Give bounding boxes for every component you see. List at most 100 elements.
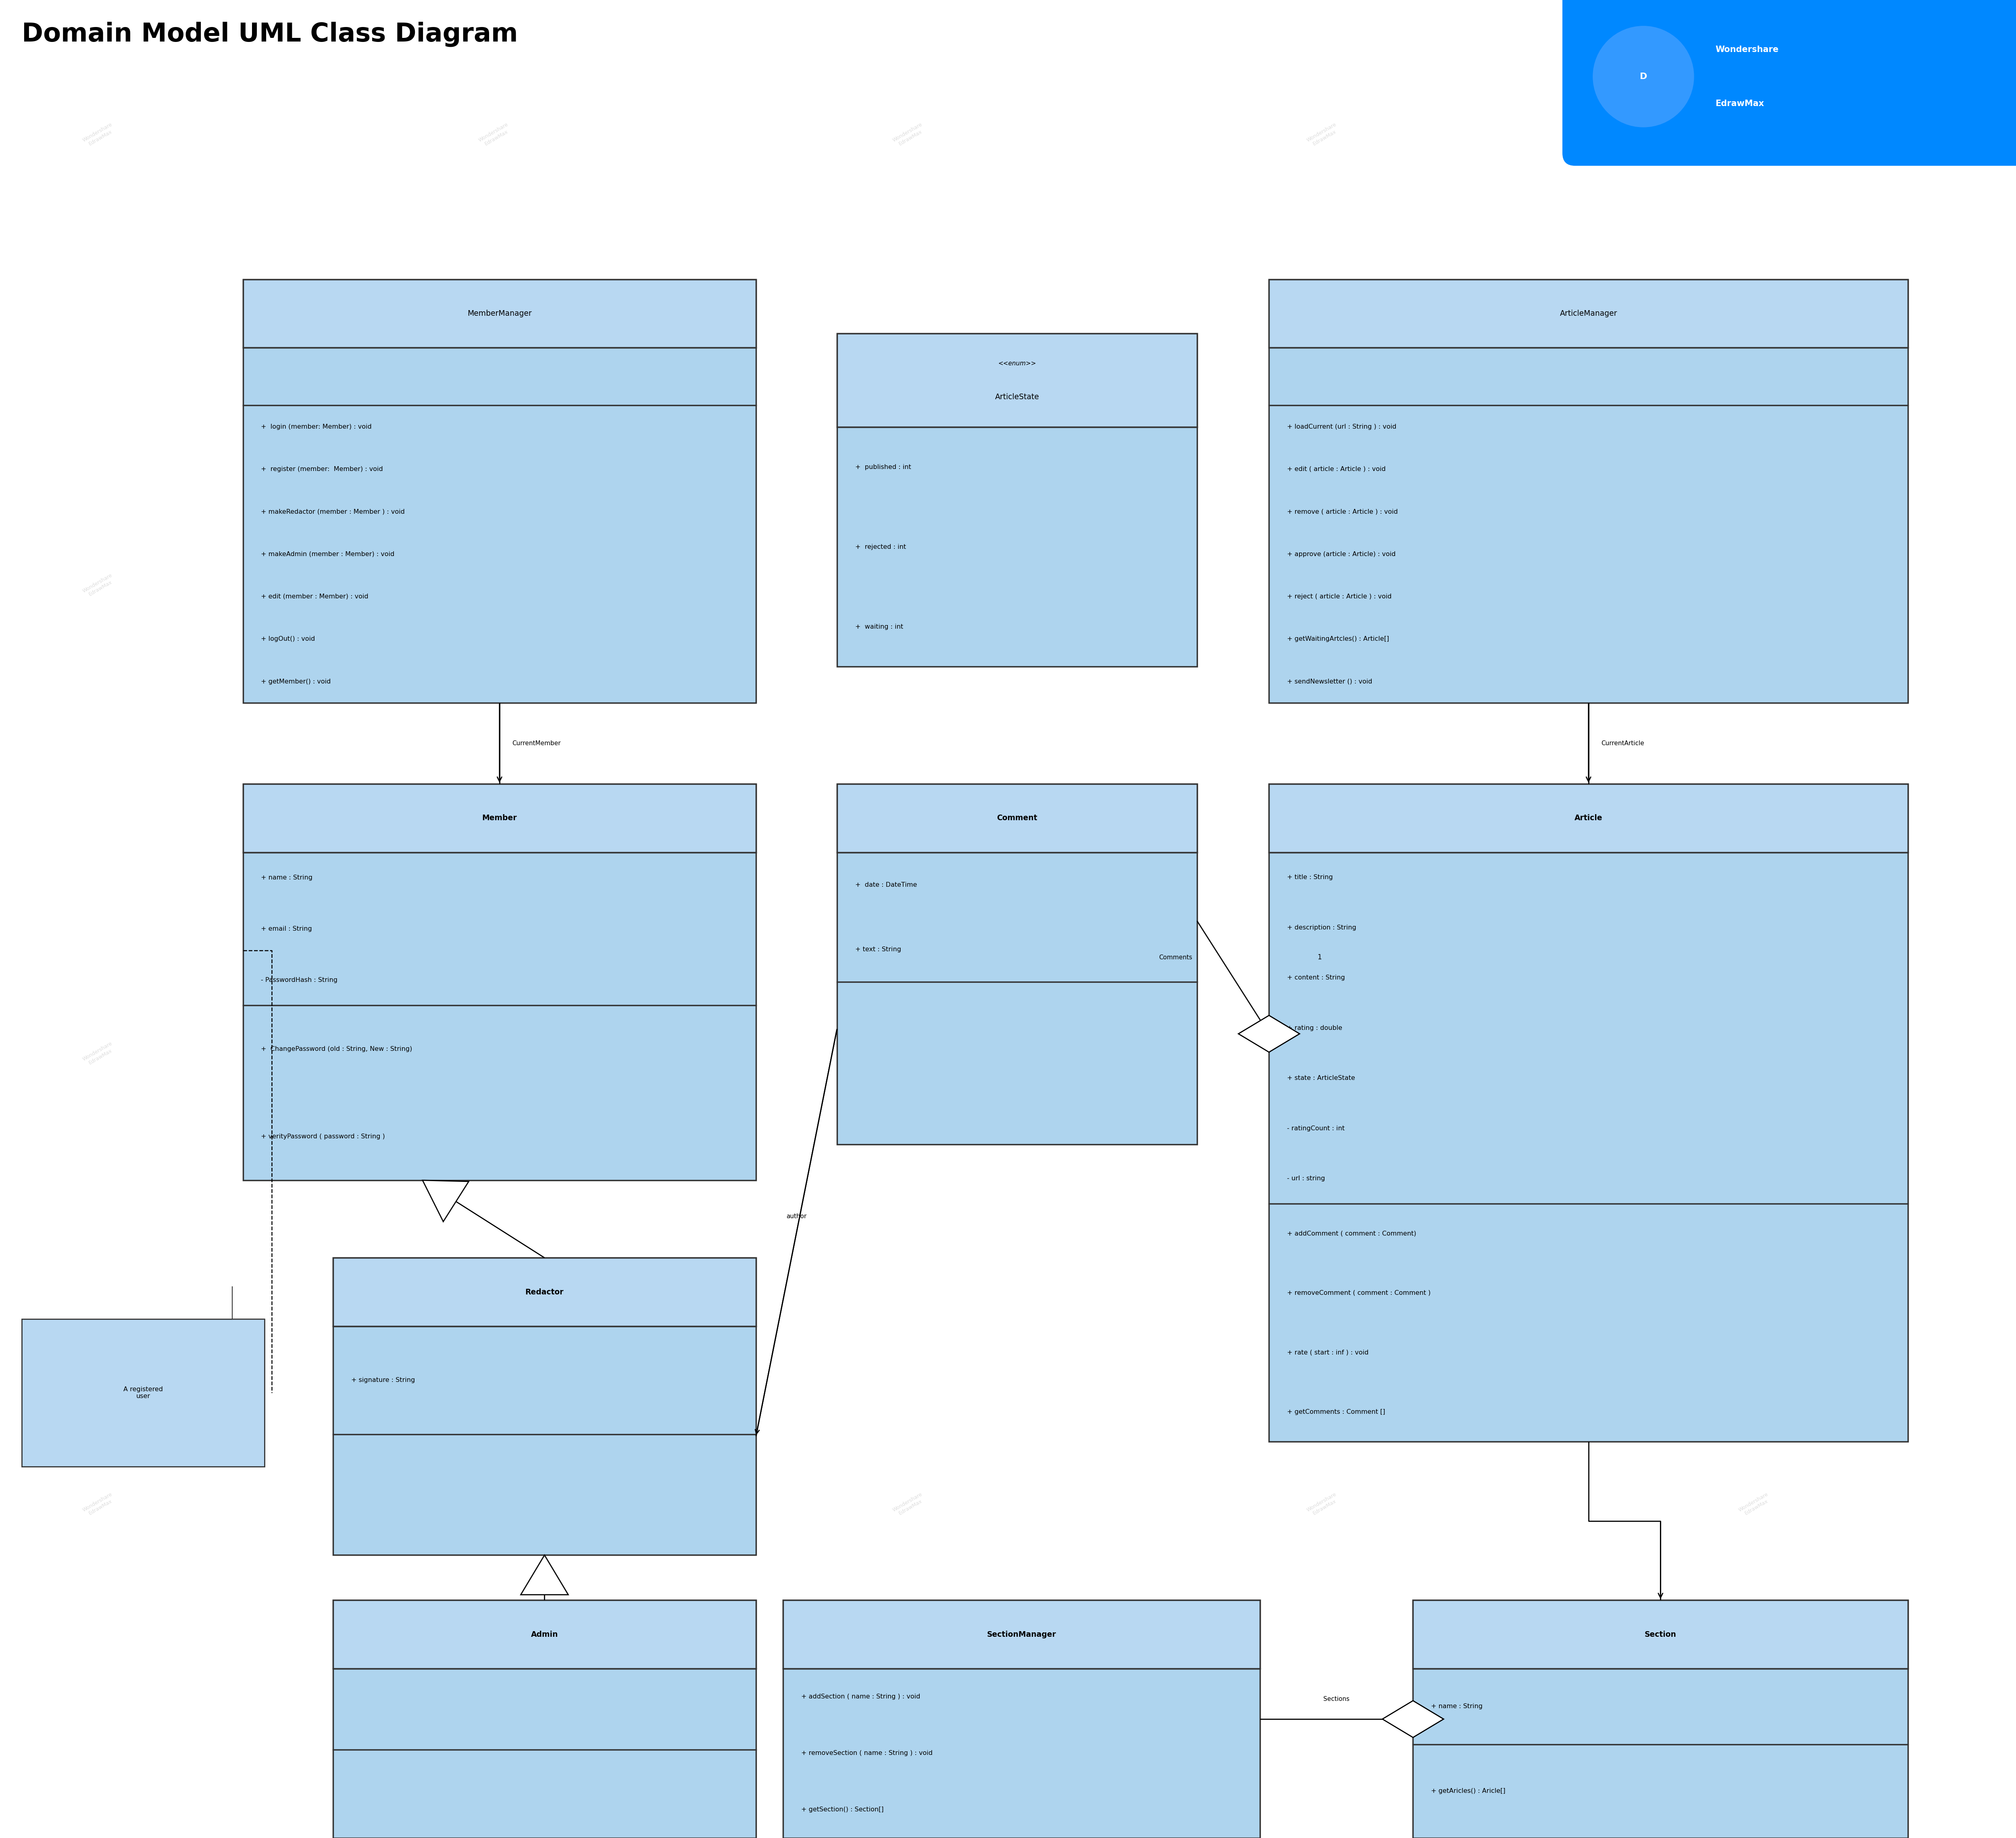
Bar bbox=[837, 783, 1198, 1145]
Text: Wondershare
EdrawMax: Wondershare EdrawMax bbox=[1306, 1040, 1341, 1068]
Text: MemberManager: MemberManager bbox=[468, 311, 532, 318]
Text: - PasswordHash : String: - PasswordHash : String bbox=[260, 978, 337, 983]
Text: +  published : int: + published : int bbox=[855, 463, 911, 471]
Polygon shape bbox=[1383, 1700, 1443, 1737]
Text: Redactor: Redactor bbox=[526, 1288, 564, 1296]
Text: + removeSection ( name : String ) : void: + removeSection ( name : String ) : void bbox=[800, 1750, 933, 1757]
Text: Wondershare
EdrawMax: Wondershare EdrawMax bbox=[478, 121, 512, 149]
Text: Wondershare
EdrawMax: Wondershare EdrawMax bbox=[891, 1040, 925, 1068]
Bar bbox=[22, 1320, 264, 1467]
Text: Wondershare
EdrawMax: Wondershare EdrawMax bbox=[891, 121, 925, 149]
Bar bbox=[837, 783, 1198, 853]
Text: + content : String: + content : String bbox=[1286, 974, 1345, 981]
Text: + makeAdmin (member : Member) : void: + makeAdmin (member : Member) : void bbox=[260, 551, 395, 557]
Text: + state : ArticleState: + state : ArticleState bbox=[1286, 1075, 1355, 1081]
Bar bbox=[1268, 783, 1907, 1441]
Text: + logOut() : void: + logOut() : void bbox=[260, 636, 314, 641]
Text: ArticleManager: ArticleManager bbox=[1560, 311, 1617, 318]
Text: Wondershare
EdrawMax: Wondershare EdrawMax bbox=[83, 1040, 117, 1068]
Text: Wondershare
EdrawMax: Wondershare EdrawMax bbox=[1738, 1040, 1772, 1068]
Text: CurrentArticle: CurrentArticle bbox=[1601, 741, 1645, 746]
Text: +  ChangePassword (old : String, New : String): + ChangePassword (old : String, New : St… bbox=[260, 1046, 413, 1051]
Text: + remove ( article : Article ) : void: + remove ( article : Article ) : void bbox=[1286, 509, 1397, 515]
Text: Article: Article bbox=[1574, 814, 1603, 822]
Circle shape bbox=[1593, 26, 1693, 127]
Text: + makeRedactor (member : Member ) : void: + makeRedactor (member : Member ) : void bbox=[260, 509, 405, 515]
Text: Wondershare
EdrawMax: Wondershare EdrawMax bbox=[83, 572, 117, 599]
Text: A registered
user: A registered user bbox=[123, 1386, 163, 1399]
Text: Wondershare
EdrawMax: Wondershare EdrawMax bbox=[1306, 572, 1341, 599]
Text: +  date : DateTime: + date : DateTime bbox=[855, 882, 917, 888]
Text: + rate ( start : inf ) : void: + rate ( start : inf ) : void bbox=[1286, 1349, 1369, 1355]
Bar bbox=[1413, 1601, 1907, 1838]
Text: + getMember() : void: + getMember() : void bbox=[260, 678, 331, 684]
Text: +  rejected : int: + rejected : int bbox=[855, 544, 905, 550]
Text: + title : String: + title : String bbox=[1286, 875, 1333, 880]
Text: <<enum>>: <<enum>> bbox=[998, 360, 1036, 366]
Text: Domain Model UML Class Diagram: Domain Model UML Class Diagram bbox=[22, 22, 518, 46]
Text: +  register (member:  Member) : void: + register (member: Member) : void bbox=[260, 467, 383, 472]
Text: + getAricles() : Aricle[]: + getAricles() : Aricle[] bbox=[1431, 1788, 1506, 1794]
Text: Member: Member bbox=[482, 814, 516, 822]
Bar bbox=[244, 783, 756, 853]
Text: Sections: Sections bbox=[1322, 1696, 1349, 1702]
Text: Wondershare
EdrawMax: Wondershare EdrawMax bbox=[478, 1040, 512, 1068]
Text: SectionManager: SectionManager bbox=[988, 1630, 1056, 1638]
Text: Wondershare: Wondershare bbox=[1716, 46, 1778, 53]
Text: D: D bbox=[1639, 72, 1647, 81]
Text: author: author bbox=[786, 1213, 806, 1219]
Text: + approve (article : Article) : void: + approve (article : Article) : void bbox=[1286, 551, 1395, 557]
Text: + edit ( article : Article ) : void: + edit ( article : Article ) : void bbox=[1286, 467, 1385, 472]
Bar bbox=[837, 333, 1198, 667]
Text: + getSection() : Section[]: + getSection() : Section[] bbox=[800, 1807, 883, 1812]
Text: + name : String: + name : String bbox=[1431, 1704, 1482, 1709]
Text: 1: 1 bbox=[1316, 954, 1322, 961]
FancyBboxPatch shape bbox=[1562, 0, 2016, 165]
Text: + addSection ( name : String ) : void: + addSection ( name : String ) : void bbox=[800, 1695, 919, 1700]
Text: Wondershare
EdrawMax: Wondershare EdrawMax bbox=[1306, 1491, 1341, 1518]
Text: + sendNewsletter () : void: + sendNewsletter () : void bbox=[1286, 678, 1373, 684]
Bar bbox=[333, 1601, 756, 1838]
Text: + addComment ( comment : Comment): + addComment ( comment : Comment) bbox=[1286, 1230, 1415, 1237]
Text: + reject ( article : Article ) : void: + reject ( article : Article ) : void bbox=[1286, 594, 1391, 599]
Text: Admin: Admin bbox=[530, 1630, 558, 1638]
Text: + loadCurrent (url : String ) : void: + loadCurrent (url : String ) : void bbox=[1286, 423, 1397, 430]
Text: Wondershare
EdrawMax: Wondershare EdrawMax bbox=[478, 1491, 512, 1518]
Text: + removeComment ( comment : Comment ): + removeComment ( comment : Comment ) bbox=[1286, 1290, 1431, 1296]
Bar bbox=[244, 279, 756, 347]
Text: Wondershare
EdrawMax: Wondershare EdrawMax bbox=[891, 572, 925, 599]
Text: +  waiting : int: + waiting : int bbox=[855, 623, 903, 630]
Text: + email : String: + email : String bbox=[260, 926, 312, 932]
Text: - url : string: - url : string bbox=[1286, 1176, 1325, 1182]
Polygon shape bbox=[520, 1555, 569, 1595]
Text: Wondershare
EdrawMax: Wondershare EdrawMax bbox=[1738, 121, 1772, 149]
Text: + getWaitingArtcles() : Article[]: + getWaitingArtcles() : Article[] bbox=[1286, 636, 1389, 641]
Text: Wondershare
EdrawMax: Wondershare EdrawMax bbox=[1306, 121, 1341, 149]
Text: + signature : String: + signature : String bbox=[351, 1377, 415, 1384]
Text: + description : String: + description : String bbox=[1286, 925, 1357, 930]
Bar bbox=[333, 1601, 756, 1669]
Text: Wondershare
EdrawMax: Wondershare EdrawMax bbox=[83, 121, 117, 149]
Bar bbox=[244, 783, 756, 1180]
Bar bbox=[1413, 1601, 1907, 1669]
Text: Comment: Comment bbox=[996, 814, 1038, 822]
Text: Comments: Comments bbox=[1159, 954, 1191, 961]
Text: +  login (member: Member) : void: + login (member: Member) : void bbox=[260, 423, 371, 430]
Text: + edit (member : Member) : void: + edit (member : Member) : void bbox=[260, 594, 369, 599]
Text: Section: Section bbox=[1645, 1630, 1677, 1638]
Polygon shape bbox=[1238, 1015, 1300, 1051]
Text: + verityPassword ( password : String ): + verityPassword ( password : String ) bbox=[260, 1134, 385, 1140]
Text: Wondershare
EdrawMax: Wondershare EdrawMax bbox=[83, 1491, 117, 1518]
Text: + rating : double: + rating : double bbox=[1286, 1026, 1343, 1031]
Polygon shape bbox=[232, 1287, 264, 1320]
Text: Wondershare
EdrawMax: Wondershare EdrawMax bbox=[891, 1491, 925, 1518]
Text: Wondershare
EdrawMax: Wondershare EdrawMax bbox=[1738, 572, 1772, 599]
Text: + text : String: + text : String bbox=[855, 947, 901, 952]
Text: + name : String: + name : String bbox=[260, 875, 312, 880]
Text: ArticleState: ArticleState bbox=[994, 393, 1038, 401]
Polygon shape bbox=[423, 1180, 468, 1222]
Bar bbox=[244, 279, 756, 702]
Bar bbox=[333, 1257, 756, 1555]
Text: Wondershare
EdrawMax: Wondershare EdrawMax bbox=[1738, 1491, 1772, 1518]
Text: EdrawMax: EdrawMax bbox=[1716, 99, 1764, 108]
